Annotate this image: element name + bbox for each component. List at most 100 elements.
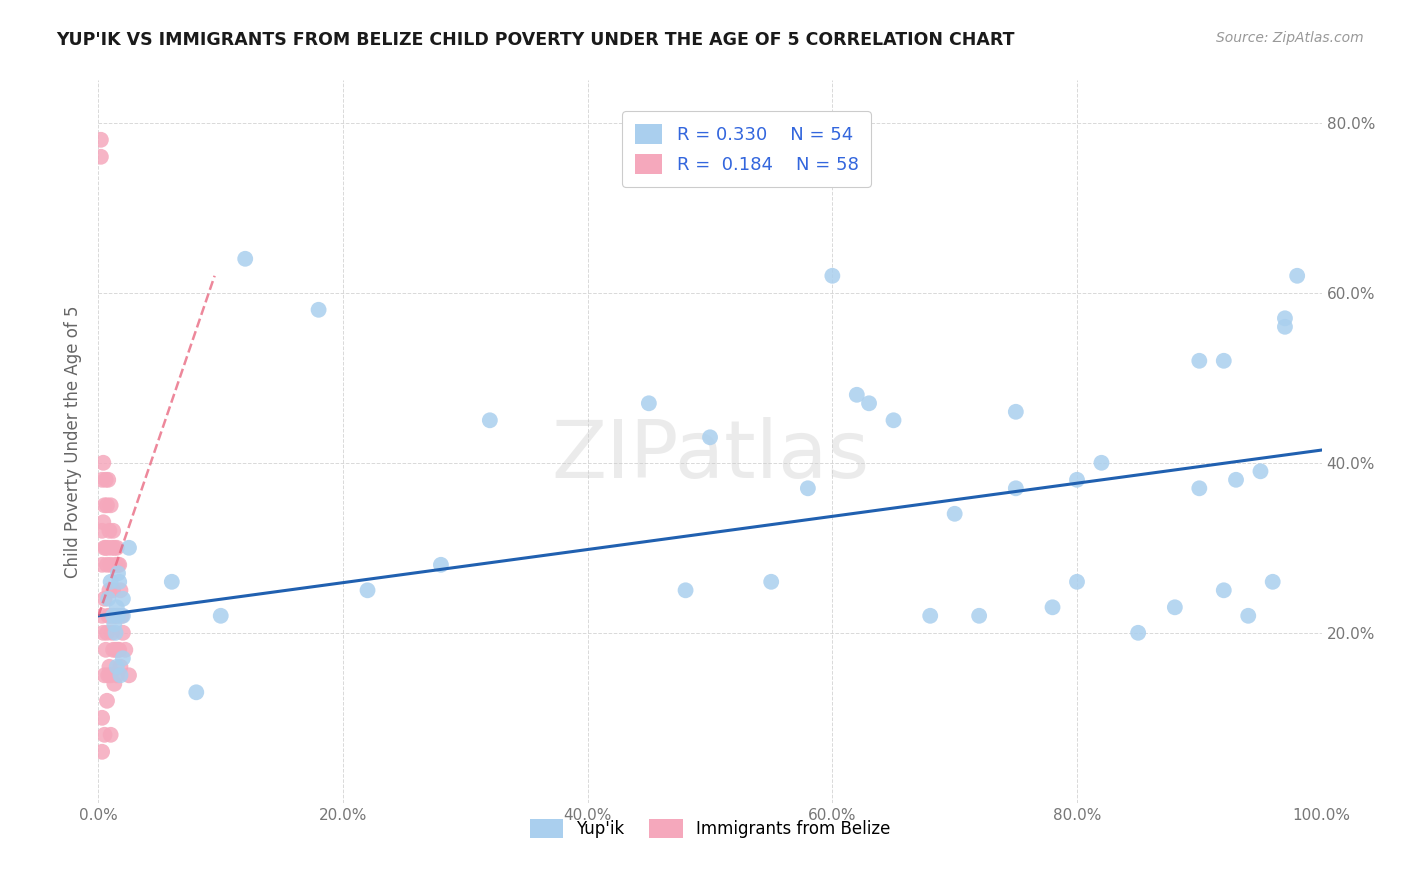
Point (108, 574, 131, 589)
Point (91, 625, 114, 640)
Point (111, 608, 134, 623)
Point (91, 456, 114, 470)
Point (108, 642, 131, 657)
Point (96, 498, 118, 512)
Point (101, 608, 124, 623)
Point (675, 583, 697, 598)
Point (1249, 464, 1271, 478)
Point (90, 150, 112, 164)
Point (101, 541, 124, 555)
Point (97, 473, 120, 487)
Point (90, 133, 112, 147)
Point (96, 694, 118, 708)
Point (94, 473, 117, 487)
Point (118, 668, 141, 682)
Point (104, 642, 127, 657)
Point (118, 541, 141, 555)
Point (91, 516, 114, 530)
Point (93, 591, 115, 606)
Point (1066, 473, 1088, 487)
Point (108, 558, 131, 572)
Point (1188, 353, 1211, 368)
Point (1128, 625, 1150, 640)
Point (478, 413, 501, 427)
Point (101, 524, 124, 538)
Point (110, 668, 132, 682)
Point (883, 413, 905, 427)
Point (1237, 608, 1260, 623)
Point (107, 566, 129, 581)
Point (1261, 574, 1284, 589)
Text: YUP'IK VS IMMIGRANTS FROM BELIZE CHILD POVERTY UNDER THE AGE OF 5 CORRELATION CH: YUP'IK VS IMMIGRANTS FROM BELIZE CHILD P… (56, 31, 1015, 49)
Point (920, 608, 942, 623)
Point (91, 711, 114, 725)
Point (103, 541, 125, 555)
Point (96, 558, 118, 572)
Point (105, 541, 128, 555)
Point (1212, 353, 1234, 368)
Point (100, 668, 122, 682)
Point (1090, 456, 1112, 470)
Point (110, 583, 132, 598)
Point (98, 660, 121, 674)
Point (1274, 319, 1296, 334)
Y-axis label: Child Poverty Under the Age of 5: Child Poverty Under the Age of 5 (65, 305, 83, 578)
Point (111, 591, 134, 606)
Point (104, 625, 127, 640)
Point (1042, 600, 1064, 615)
Point (111, 651, 134, 665)
Point (858, 396, 880, 410)
Point (110, 660, 132, 674)
Point (111, 608, 134, 623)
Point (96, 625, 118, 640)
Point (107, 608, 129, 623)
Point (93, 728, 115, 742)
Point (699, 430, 721, 444)
Point (1286, 268, 1309, 283)
Point (114, 642, 136, 657)
Point (107, 558, 129, 572)
Point (100, 728, 122, 742)
Point (100, 498, 122, 512)
Point (430, 558, 453, 572)
Point (308, 302, 330, 317)
Point (761, 574, 783, 589)
Point (98, 583, 121, 598)
Point (98, 524, 121, 538)
Point (845, 388, 868, 402)
Point (101, 642, 124, 657)
Point (91, 524, 114, 538)
Point (104, 558, 127, 572)
Point (967, 608, 990, 623)
Point (103, 608, 125, 623)
Point (105, 660, 128, 674)
Point (101, 625, 124, 640)
Point (1066, 574, 1088, 589)
Point (105, 600, 128, 615)
Point (111, 625, 134, 640)
Text: ZIPatlas: ZIPatlas (551, 417, 869, 495)
Point (160, 574, 183, 589)
Point (1274, 311, 1296, 326)
Point (1225, 473, 1247, 487)
Point (233, 252, 256, 266)
Point (943, 507, 966, 521)
Point (103, 617, 125, 632)
Point (1212, 583, 1234, 598)
Point (93, 668, 115, 682)
Point (97, 668, 120, 682)
Point (101, 583, 124, 598)
Point (97, 608, 120, 623)
Point (103, 677, 125, 691)
Point (797, 481, 820, 495)
Point (91, 558, 114, 572)
Point (93, 541, 115, 555)
Point (91, 473, 114, 487)
Point (91, 608, 114, 623)
Point (821, 268, 844, 283)
Legend: Yup'ik, Immigrants from Belize: Yup'ik, Immigrants from Belize (523, 813, 897, 845)
Point (186, 685, 208, 699)
Point (91, 745, 114, 759)
Point (637, 396, 661, 410)
Point (94, 541, 117, 555)
